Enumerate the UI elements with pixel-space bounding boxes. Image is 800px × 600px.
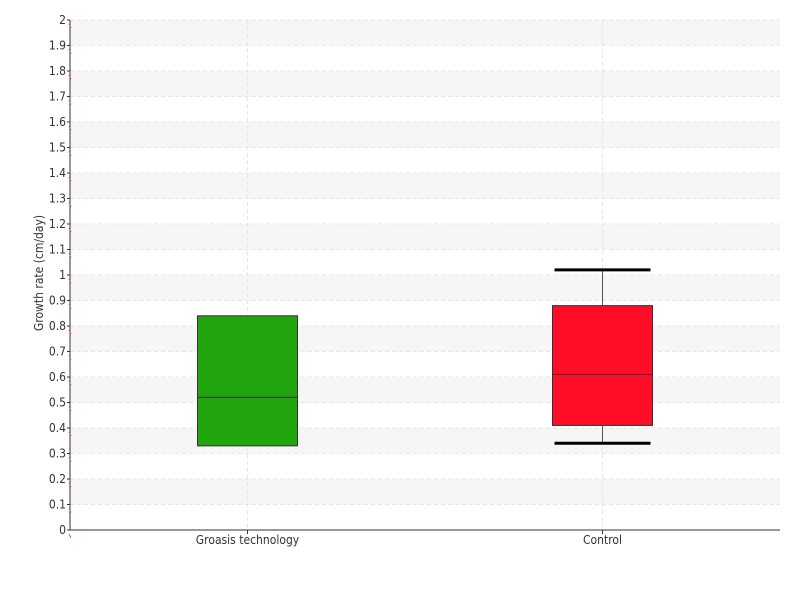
y-tick-label: 1.6 xyxy=(49,115,66,129)
y-minor-mark xyxy=(68,100,72,105)
y-tick-label: 1.4 xyxy=(49,166,66,180)
y-tick-label: 1.5 xyxy=(49,141,66,155)
y-minor-mark xyxy=(68,355,72,360)
y-tick-label: 1 xyxy=(59,268,66,282)
y-minor-mark xyxy=(68,125,72,131)
box-iqr xyxy=(197,315,298,447)
y-minor-mark xyxy=(68,23,72,29)
y-minor-mark xyxy=(68,176,72,182)
y-tick-label: 1.9 xyxy=(49,39,66,53)
y-minor-mark xyxy=(68,304,72,309)
y-axis-ticks: 0 0.1 0.2 0.3 0.4 0.5 0.6 0.7 0.8 0.9 1 1.1 1.2 1.3 1.… xyxy=(49,13,72,539)
y-minor-mark xyxy=(68,329,72,335)
y-tick-label: 1.7 xyxy=(49,90,66,104)
x-tick-label: Control xyxy=(583,533,622,547)
y-tick-label: 1.3 xyxy=(49,192,66,206)
y-minor-mark xyxy=(68,406,72,411)
y-minor-mark xyxy=(68,74,72,80)
box-groasis-technology xyxy=(197,315,298,447)
y-tick-label: 0.3 xyxy=(49,447,66,461)
y-minor-mark xyxy=(68,49,72,54)
y-tick-label: 0.7 xyxy=(49,345,66,359)
y-minor-mark xyxy=(68,253,72,258)
y-tick-label: 1.1 xyxy=(49,243,66,257)
y-tick-label: 0.5 xyxy=(49,396,66,410)
y-minor-mark xyxy=(68,533,72,539)
x-tick-label: Groasis technology xyxy=(196,533,300,547)
background-band xyxy=(70,173,780,199)
y-tick-label: 0.8 xyxy=(49,319,66,333)
y-minor-mark xyxy=(68,457,72,462)
y-minor-mark xyxy=(68,482,72,488)
y-tick-label: 0.2 xyxy=(49,472,66,486)
y-minor-mark xyxy=(68,151,72,156)
y-minor-mark xyxy=(68,227,72,233)
background-band xyxy=(70,71,780,97)
background-band xyxy=(70,20,780,46)
y-tick-label: 0.6 xyxy=(49,370,66,384)
background-band xyxy=(70,479,780,505)
y-minor-mark xyxy=(68,508,72,513)
y-tick-label: 2 xyxy=(59,13,66,27)
boxes xyxy=(197,268,653,447)
background-band xyxy=(70,122,780,148)
background-band xyxy=(70,377,780,403)
y-minor-mark xyxy=(68,278,72,284)
box-control xyxy=(552,268,653,445)
y-tick-label: 0.9 xyxy=(49,294,66,308)
y-tick-label: 1.8 xyxy=(49,64,66,78)
y-minor-mark xyxy=(68,380,72,386)
box-iqr xyxy=(552,305,653,426)
background-bands xyxy=(70,20,780,505)
y-minor-mark xyxy=(68,431,72,437)
y-minor-mark xyxy=(68,202,72,207)
y-tick-label: 0 xyxy=(59,523,66,537)
background-band xyxy=(70,275,780,301)
background-band xyxy=(70,428,780,454)
y-tick-label: 1.2 xyxy=(49,217,66,231)
grid-lines xyxy=(70,19,780,531)
y-axis-title: Growth rate (cm/day) xyxy=(32,215,46,331)
background-band xyxy=(70,224,780,250)
x-axis-labels: Groasis technology Control xyxy=(196,530,622,547)
background-band xyxy=(70,326,780,352)
y-tick-label: 0.4 xyxy=(49,421,66,435)
y-tick-label: 0.1 xyxy=(49,498,66,512)
